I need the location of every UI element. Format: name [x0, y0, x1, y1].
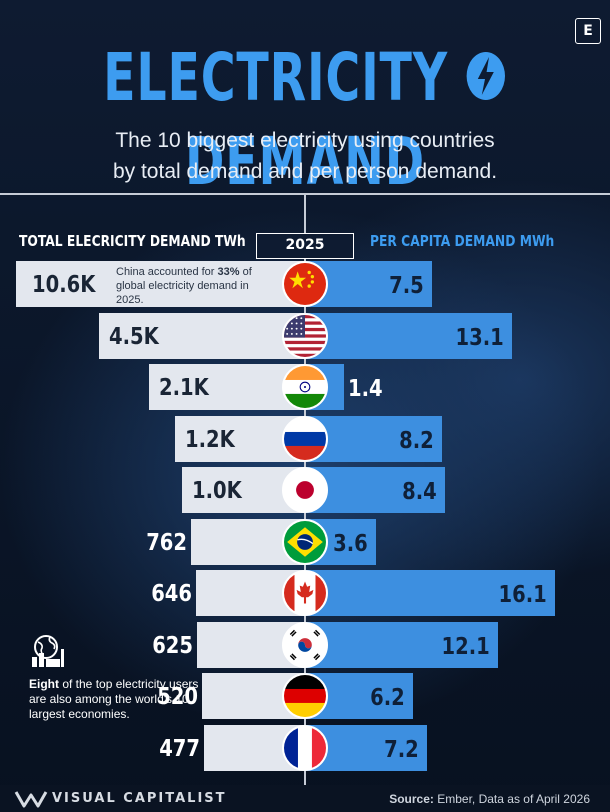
- total-demand-label: 10.6K: [32, 272, 96, 298]
- globe-factory-icon: [32, 635, 64, 667]
- subtitle-line-1: The 10 biggest electricity using countri…: [115, 129, 495, 152]
- china-note-pct: 33%: [217, 266, 240, 278]
- economies-annotation: Eight of the top electricity users are a…: [29, 677, 199, 722]
- total-demand-label: 762: [146, 529, 187, 556]
- left-axis-label: TOTAL ELECRICITY DEMAND TWh: [19, 232, 246, 250]
- per-capita-label: 7.5: [389, 273, 424, 299]
- per-capita-label: 8.2: [399, 427, 434, 454]
- total-demand-bar: [16, 261, 305, 307]
- total-demand-label: 625: [152, 632, 193, 659]
- brand-name: VISUAL CAPITALIST: [52, 791, 227, 806]
- per-capita-bar: [305, 312, 512, 359]
- per-capita-label: 1.4: [348, 376, 383, 402]
- lightning-bolt-icon: [466, 51, 506, 100]
- per-capita-label: 12.1: [441, 633, 490, 660]
- usa-flag-icon: [282, 312, 328, 359]
- right-axis-label: PER CAPITA DEMAND MWh: [370, 232, 555, 250]
- per-capita-bar: [305, 621, 498, 668]
- china-note-post: of global electricity demand in 2025.: [116, 266, 252, 306]
- title-part-2: DEMAND: [185, 123, 425, 200]
- per-capita-bar: [305, 467, 445, 513]
- per-capita-bar: [305, 570, 555, 616]
- source-text: Ember, Data as of April 2026: [433, 792, 590, 806]
- header-divider: [0, 193, 610, 195]
- page-title: ELECTRICITY DEMAND: [61, 36, 549, 200]
- japan-flag-icon: [282, 467, 328, 513]
- per-capita-label: 8.4: [402, 479, 437, 505]
- china-flag-icon: [282, 261, 328, 307]
- visual-capitalist-logo-icon: [14, 791, 48, 808]
- per-capita-label: 13.1: [455, 324, 504, 351]
- brand-logo-mark: E: [575, 18, 601, 44]
- total-demand-label: 520: [157, 684, 198, 710]
- france-flag-icon: [282, 724, 328, 771]
- brazil-flag-icon: [282, 518, 328, 565]
- russia-flag-icon: [282, 415, 328, 462]
- source-label: Source:: [389, 792, 434, 806]
- title-part-1: ELECTRICITY: [103, 39, 448, 116]
- canada-flag-icon: [282, 570, 328, 616]
- per-capita-label: 16.1: [498, 582, 547, 608]
- total-demand-label: 1.0K: [192, 478, 242, 504]
- total-demand-bar: [149, 364, 305, 410]
- total-demand-label: 2.1K: [159, 375, 209, 401]
- year-label: 2025: [256, 233, 354, 259]
- per-capita-label: 3.6: [333, 530, 368, 557]
- total-demand-bar: [99, 312, 305, 359]
- india-flag-icon: [282, 364, 328, 410]
- china-note-pre: China accounted for: [116, 266, 218, 278]
- subtitle: The 10 biggest electricity using countri…: [40, 125, 570, 187]
- china-annotation: China accounted for 33% of global electr…: [116, 265, 260, 307]
- source-note: Source: Ember, Data as of April 2026: [389, 792, 590, 806]
- footer-bar: [0, 785, 610, 812]
- total-demand-label: 4.5K: [109, 323, 159, 350]
- total-demand-label: 646: [151, 581, 192, 607]
- total-demand-label: 477: [159, 735, 200, 762]
- per-capita-label: 6.2: [370, 685, 405, 711]
- eight-note-bold: Eight: [29, 677, 59, 691]
- subtitle-line-2: by total demand and per person demand.: [112, 160, 498, 183]
- eight-note-rest: of the top electricity users are also am…: [29, 677, 199, 721]
- germany-flag-icon: [282, 673, 328, 719]
- south-korea-flag-icon: [282, 621, 328, 668]
- per-capita-label: 7.2: [384, 736, 419, 763]
- total-demand-label: 1.2K: [185, 426, 235, 453]
